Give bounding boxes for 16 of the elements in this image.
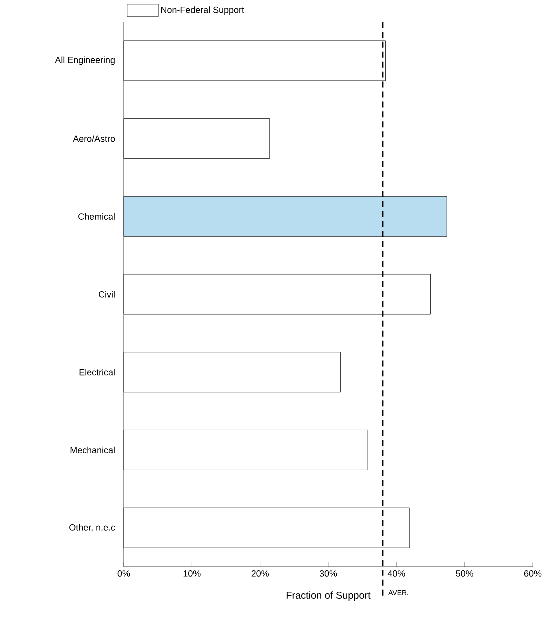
y-tick-label: Civil	[99, 291, 115, 298]
legend-label: Non-Federal Support	[161, 6, 244, 16]
y-tick-label: All Engineering	[55, 56, 115, 66]
x-tick-label: 10%	[184, 570, 201, 577]
x-tick-label: 60%	[524, 570, 542, 577]
y-tick-label: Chemical	[78, 213, 115, 220]
y-tick-label: Mechanical	[70, 446, 115, 454]
x-tick-label: 30%	[320, 570, 338, 577]
y-tick-label: Aero/Astro	[73, 136, 116, 142]
x-axis-title: Fraction of Support	[286, 592, 371, 601]
y-tick-label: Other, n.e.c	[70, 524, 116, 532]
x-tick-label: 0%	[118, 570, 130, 577]
y-tick-label: Electrical	[80, 369, 115, 376]
x-tick-label: 50%	[456, 570, 474, 577]
x-tick-label: 20%	[252, 570, 269, 577]
x-tick-label: 40%	[388, 570, 406, 577]
